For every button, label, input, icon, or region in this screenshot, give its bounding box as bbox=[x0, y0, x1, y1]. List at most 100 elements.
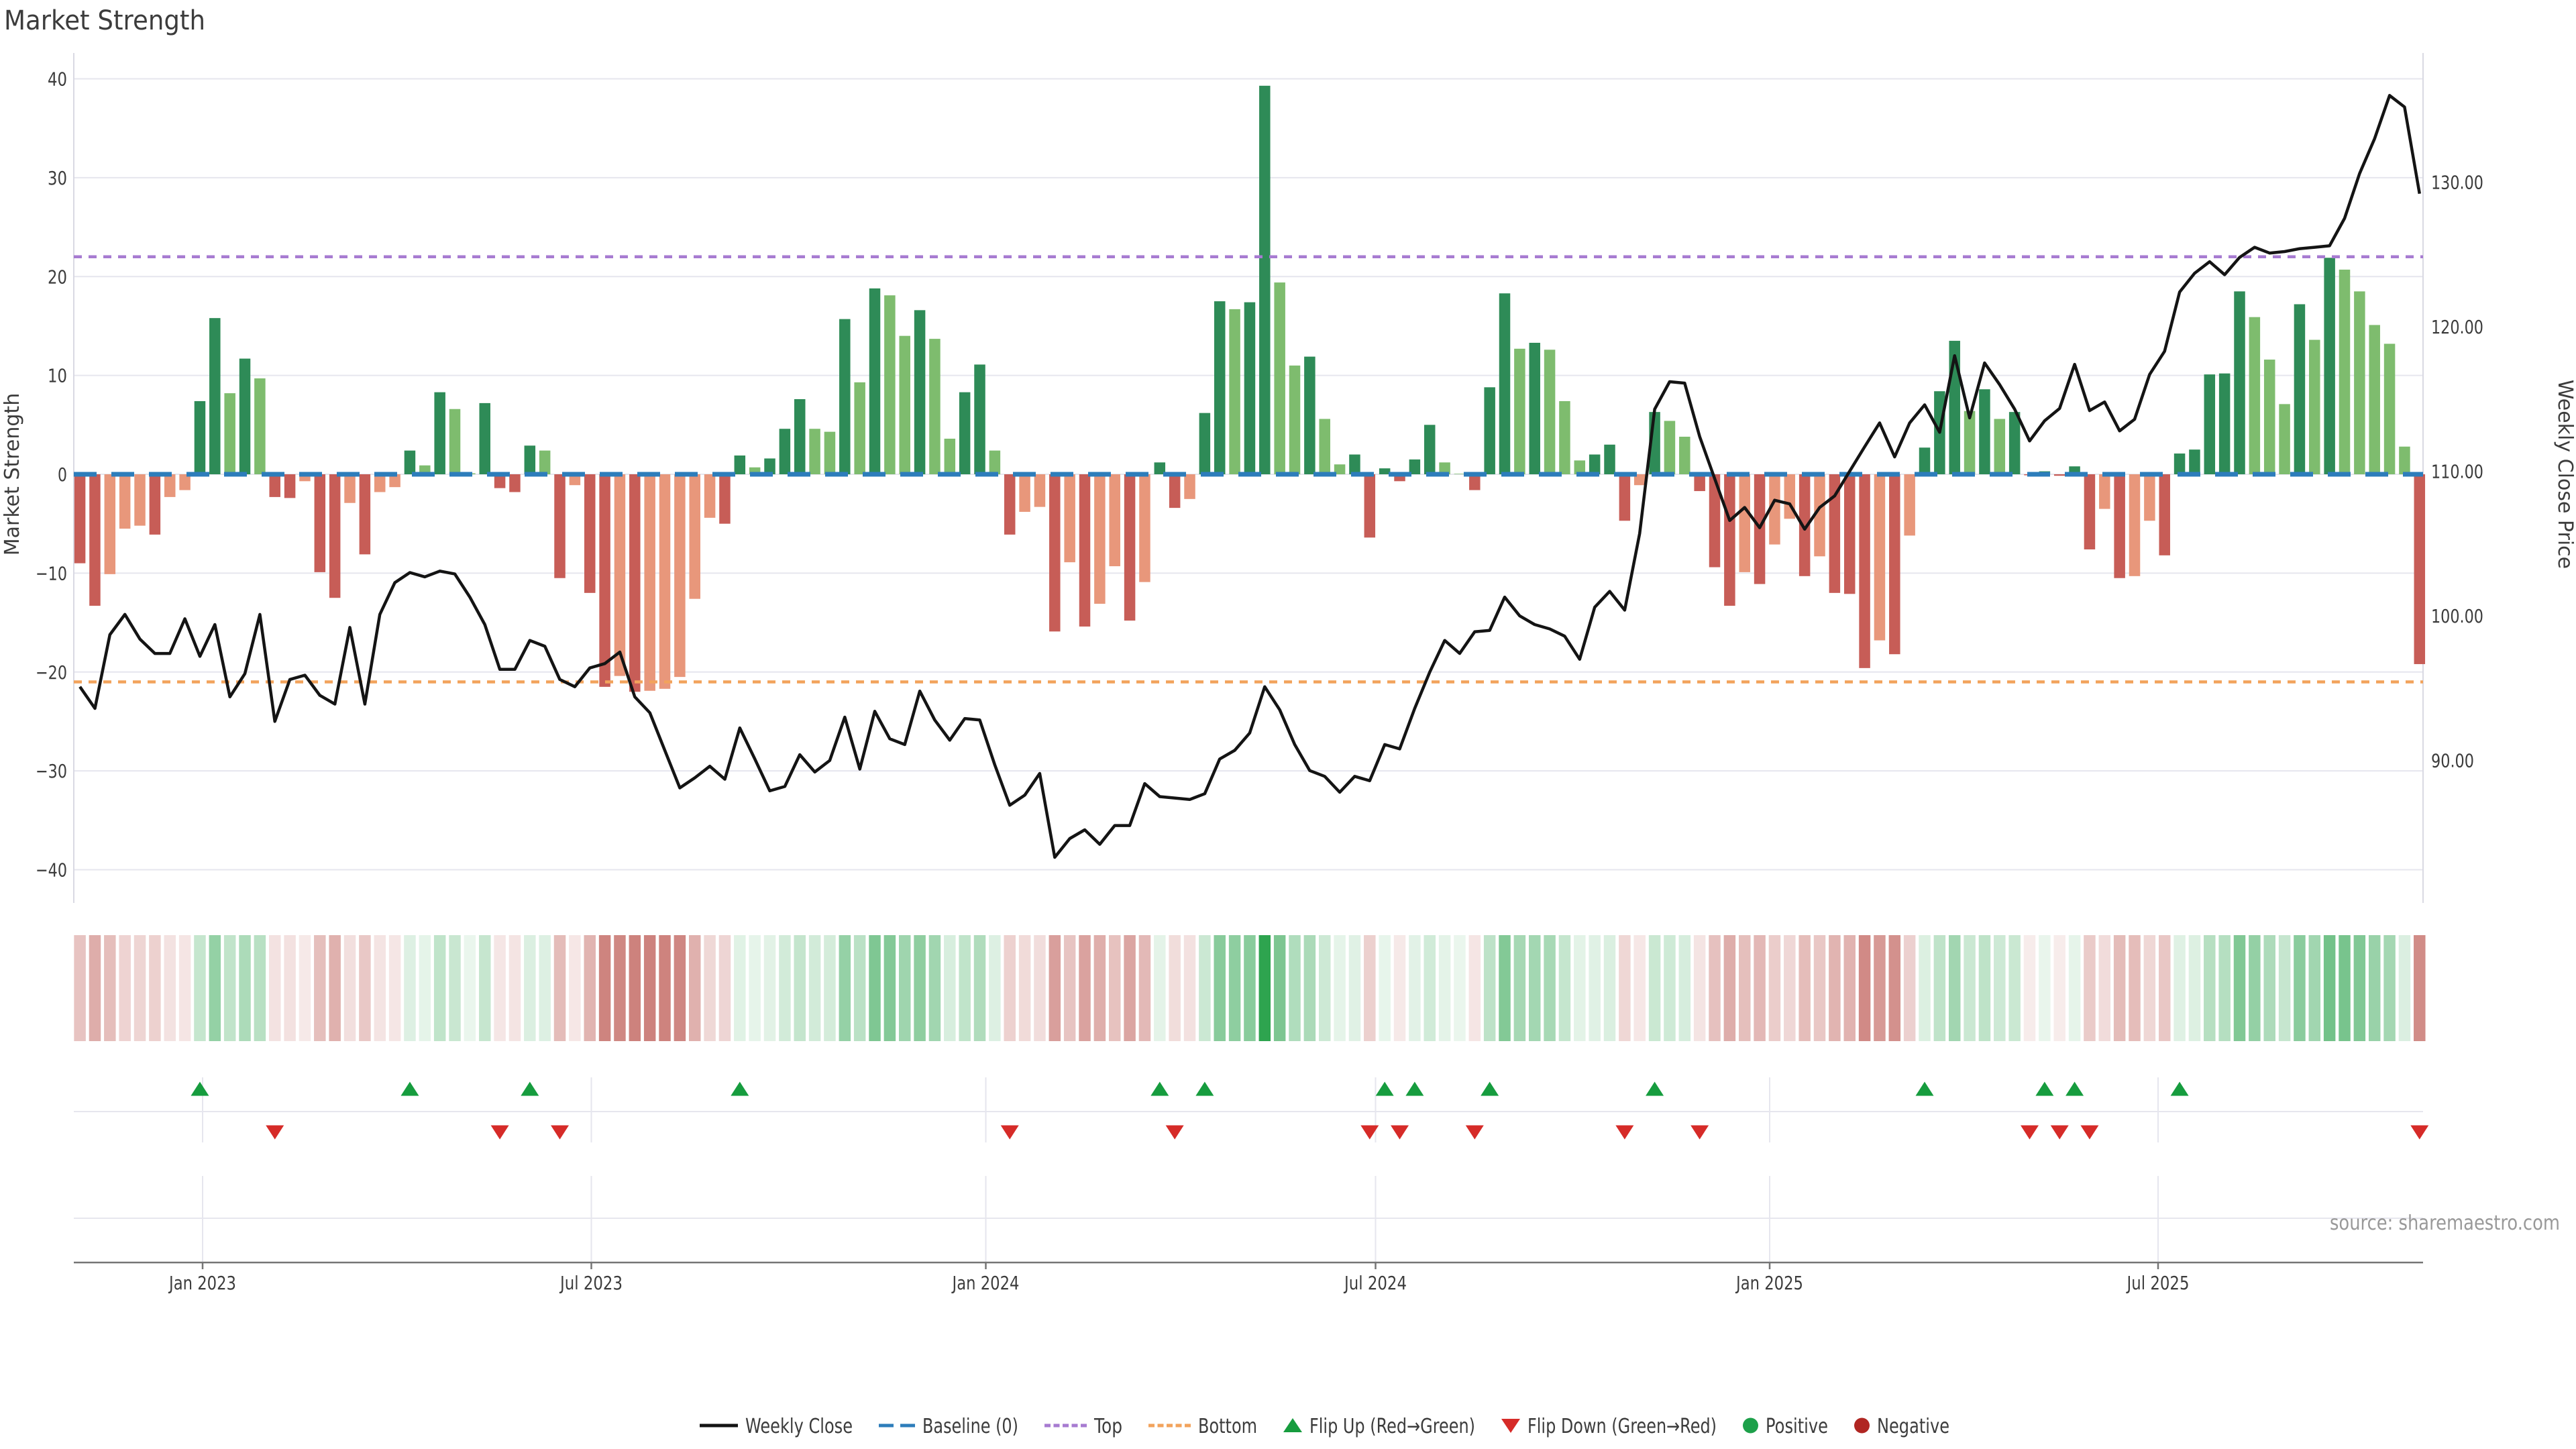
heatmap-cell bbox=[704, 935, 716, 1041]
heatmap-cell bbox=[329, 935, 341, 1041]
heatmap-cell bbox=[1829, 935, 1841, 1041]
flip-up-marker bbox=[1915, 1081, 1934, 1096]
strength-bar bbox=[1094, 474, 1106, 604]
heatmap-cell bbox=[2113, 935, 2126, 1041]
flip-up-marker bbox=[2170, 1081, 2189, 1096]
strength-bar bbox=[224, 393, 235, 474]
strength-bar bbox=[449, 409, 461, 474]
heatmap-cell bbox=[239, 935, 251, 1041]
left-tick-label: −20 bbox=[36, 661, 67, 684]
heatmap-cell bbox=[119, 935, 131, 1041]
heatmap-cell bbox=[2294, 935, 2306, 1041]
heatmap-cell bbox=[584, 935, 596, 1041]
strength-bar bbox=[824, 431, 836, 474]
x-tick-label: Jan 2025 bbox=[1735, 1272, 1803, 1294]
strength-bar bbox=[1484, 387, 1495, 474]
heatmap-cell bbox=[794, 935, 806, 1041]
heatmap-strip bbox=[74, 935, 2426, 1041]
flip-down-marker bbox=[1615, 1125, 1634, 1140]
heatmap-cell bbox=[1364, 935, 1376, 1041]
flip-down-marker bbox=[1690, 1125, 1709, 1140]
heatmap-cell bbox=[1919, 935, 1931, 1041]
strength-bar bbox=[644, 474, 655, 691]
strength-bar bbox=[1394, 474, 1405, 482]
strength-bar bbox=[209, 318, 221, 474]
heatmap-cell bbox=[1303, 935, 1316, 1041]
flip-up-marker bbox=[521, 1081, 539, 1096]
strength-bar bbox=[1979, 389, 1990, 474]
heatmap-cell bbox=[1933, 935, 1946, 1041]
heatmap-cell bbox=[284, 935, 296, 1041]
strength-bar bbox=[479, 402, 490, 474]
strength-bar bbox=[1739, 474, 1750, 572]
heatmap-cell bbox=[2398, 935, 2411, 1041]
heatmap-cell bbox=[1258, 935, 1271, 1041]
strength-bar bbox=[2008, 412, 2021, 474]
heatmap-cell bbox=[2023, 935, 2036, 1041]
strength-bar bbox=[1469, 474, 1481, 490]
heatmap-cell bbox=[763, 935, 776, 1041]
heatmap-cell bbox=[1994, 935, 2006, 1041]
legend-label-negative: Negative bbox=[1877, 1415, 1949, 1438]
strength-bar bbox=[2354, 291, 2365, 474]
strength-bar bbox=[1859, 474, 1870, 668]
heatmap-cell bbox=[178, 935, 191, 1041]
heatmap-cell bbox=[883, 935, 896, 1041]
strength-bar bbox=[629, 474, 641, 692]
strength-bar bbox=[884, 295, 896, 474]
strength-bar bbox=[1364, 474, 1376, 538]
heatmap-cell bbox=[388, 935, 401, 1041]
strength-bar bbox=[959, 392, 971, 474]
strength-bar bbox=[2383, 343, 2396, 474]
strength-bar bbox=[2129, 474, 2141, 576]
heatmap-cell bbox=[824, 935, 836, 1041]
x-tick-label: Jul 2023 bbox=[559, 1272, 623, 1294]
heatmap-cell bbox=[1874, 935, 1886, 1041]
flip-down-marker bbox=[551, 1125, 570, 1140]
heatmap-cell bbox=[1619, 935, 1631, 1041]
strength-bar bbox=[104, 474, 116, 574]
heatmap-cell bbox=[598, 935, 611, 1041]
heatmap-cell bbox=[1348, 935, 1361, 1041]
strength-bar bbox=[1544, 350, 1556, 474]
strength-bar bbox=[1709, 474, 1721, 568]
strength-bar bbox=[944, 438, 956, 474]
chart-title: Market Strength bbox=[4, 5, 205, 36]
strength-bar bbox=[749, 467, 761, 474]
heatmap-cell bbox=[1108, 935, 1121, 1041]
heatmap-cell bbox=[1664, 935, 1676, 1041]
right-tick-label: 130.00 bbox=[2431, 172, 2483, 194]
heatmap-cell bbox=[2098, 935, 2111, 1041]
strength-bar bbox=[1799, 474, 1811, 576]
heatmap-cell bbox=[299, 935, 311, 1041]
strength-bar bbox=[164, 474, 176, 497]
heatmap-cell bbox=[553, 935, 566, 1041]
heatmap-cell bbox=[1034, 935, 1046, 1041]
legend-label-top: Top bbox=[1093, 1415, 1122, 1438]
strength-bar bbox=[284, 474, 296, 498]
heatmap-cell bbox=[839, 935, 851, 1041]
heatmap-cell bbox=[2084, 935, 2096, 1041]
heatmap-cell bbox=[973, 935, 986, 1041]
strength-bar bbox=[1304, 356, 1316, 474]
strength-bar bbox=[1154, 462, 1166, 474]
heatmap-cell bbox=[1438, 935, 1451, 1041]
strength-bar bbox=[1274, 282, 1285, 474]
strength-bar bbox=[2414, 474, 2426, 664]
strength-bar bbox=[1019, 474, 1030, 512]
flip-markers bbox=[191, 1081, 2429, 1140]
heatmap-cell bbox=[2158, 935, 2171, 1041]
heatmap-cell bbox=[674, 935, 686, 1041]
strength-bar bbox=[614, 474, 626, 676]
strength-bar bbox=[1829, 474, 1841, 593]
strength-bar bbox=[2053, 474, 2065, 476]
heatmap-cell bbox=[1978, 935, 1991, 1041]
heatmap-cell bbox=[494, 935, 506, 1041]
legend-label-bottom: Bottom bbox=[1198, 1415, 1257, 1438]
left-tick-label: −10 bbox=[36, 562, 67, 584]
heatmap-cell bbox=[223, 935, 236, 1041]
heatmap-cell bbox=[779, 935, 791, 1041]
strength-bar bbox=[1904, 474, 1915, 536]
heatmap-cell bbox=[1558, 935, 1571, 1041]
strength-bar bbox=[344, 474, 356, 503]
